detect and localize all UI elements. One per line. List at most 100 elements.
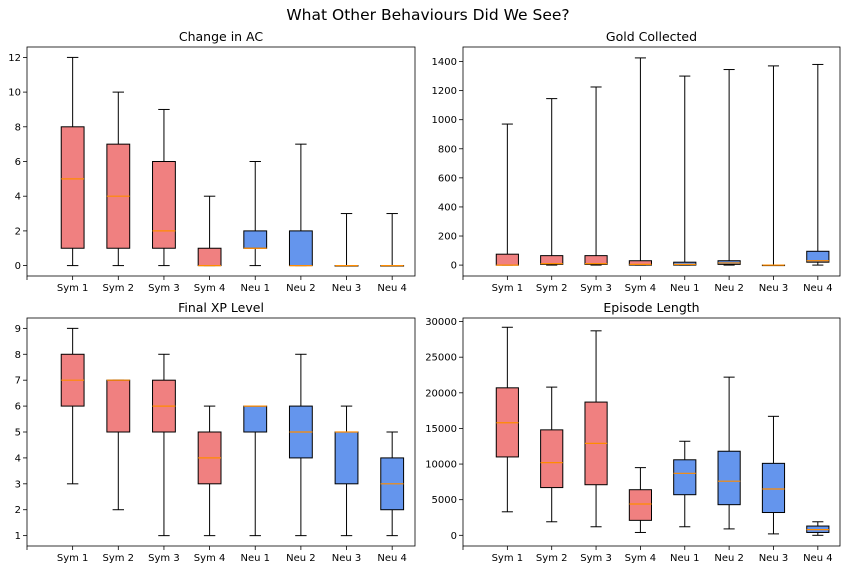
- panel-gold-collected: Gold Collected 0 200 400 600 800 1000 1200 1400 S…: [432, 29, 841, 294]
- y-tick-label: 8: [15, 350, 21, 361]
- axes-frame: [26, 46, 416, 277]
- box-sym-1: [60, 327, 85, 485]
- box-iqr: [60, 126, 85, 249]
- y-tick-label: 1200: [432, 86, 457, 97]
- box-iqr: [806, 250, 830, 263]
- box-sym-4: [197, 195, 222, 267]
- y-tick-label: 12: [8, 53, 21, 64]
- x-tick-label: Neu 2: [714, 553, 744, 564]
- box-neu-4: [380, 431, 405, 537]
- x-tick-label: Sym 4: [625, 283, 657, 294]
- y-tick-label: 10000: [425, 460, 457, 471]
- x-tick-label: Neu 4: [377, 283, 407, 294]
- y-tick-label: 600: [438, 173, 457, 184]
- box-neu-3: [334, 213, 359, 267]
- box-iqr: [243, 405, 268, 433]
- box-sym-1: [495, 123, 519, 266]
- box-iqr: [628, 489, 653, 521]
- y-tick-label: 0: [451, 261, 457, 272]
- y-tick-label: 15000: [425, 424, 457, 435]
- panel-final-xp-level: Final XP Level 1 2 3 4 5 6 7 8 9 Sym 1 Sym 2 Sym 3 Sy…: [15, 300, 416, 564]
- box-sym-4: [628, 57, 653, 266]
- y-tick-label: 200: [438, 232, 457, 243]
- box-neu-3: [334, 405, 359, 537]
- box-neu-2: [717, 376, 741, 530]
- box-neu-1: [243, 405, 268, 537]
- box-iqr: [495, 253, 519, 266]
- x-tick-label: Sym 2: [103, 553, 135, 564]
- y-tick-label: 8: [15, 122, 21, 133]
- x-tick-label: Sym 2: [103, 283, 135, 294]
- box-iqr: [152, 161, 176, 249]
- box-sym-2: [106, 91, 131, 267]
- y-tick-label: 5: [15, 428, 21, 439]
- y-tick-label: 6: [15, 402, 21, 413]
- x-tick-label: Neu 4: [377, 553, 407, 564]
- axes-frame: [26, 317, 416, 547]
- x-tick-label: Neu 1: [240, 283, 270, 294]
- box-iqr: [673, 459, 697, 496]
- y-tick-label: 20000: [425, 388, 457, 399]
- box-sym-4: [197, 405, 222, 537]
- box-neu-1: [243, 161, 268, 267]
- x-tick-label: Sym 4: [194, 283, 226, 294]
- x-tick-label: Neu 4: [803, 553, 833, 564]
- box-neu-1: [673, 440, 697, 528]
- box-neu-4: [806, 521, 830, 536]
- y-tick-label: 5000: [432, 495, 457, 506]
- box-iqr: [334, 431, 359, 485]
- box-iqr: [717, 450, 741, 506]
- panel-title: Episode Length: [603, 300, 699, 315]
- box-sym-3: [584, 330, 608, 528]
- box-sym-3: [152, 108, 176, 267]
- x-tick-label: Neu 2: [286, 553, 316, 564]
- y-tick-label: 6: [15, 157, 21, 168]
- x-tick-label: Neu 2: [714, 283, 744, 294]
- box-neu-1: [673, 75, 697, 266]
- figure-title: What Other Behaviours Did We See?: [286, 6, 569, 24]
- box-iqr: [584, 255, 608, 265]
- box-sym-1: [495, 326, 519, 513]
- x-tick-label: Sym 3: [148, 553, 180, 564]
- x-tick-label: Neu 3: [332, 553, 362, 564]
- box-sym-3: [584, 86, 608, 266]
- x-tick-label: Neu 4: [803, 283, 833, 294]
- box-neu-3: [761, 65, 786, 267]
- box-sym-2: [540, 386, 564, 523]
- box-neu-2: [288, 353, 313, 537]
- axes-frame: [462, 317, 841, 547]
- x-tick-label: Sym 1: [492, 283, 524, 294]
- panel-title: Change in AC: [179, 29, 264, 44]
- panel-change-in-ac: Change in AC 0 2 4 6 8 10 12 Sym 1 Sym 2 Sym 3 Sym …: [8, 29, 416, 294]
- x-tick-label: Sym 1: [492, 553, 524, 564]
- y-tick-label: 25000: [425, 353, 457, 364]
- y-tick-label: 2: [15, 505, 21, 516]
- x-tick-label: Sym 1: [57, 553, 89, 564]
- y-tick-label: 400: [438, 202, 457, 213]
- y-tick-label: 10: [8, 88, 21, 99]
- x-tick-label: Sym 3: [580, 553, 612, 564]
- axes-frame: [462, 46, 841, 277]
- x-tick-label: Neu 1: [670, 283, 700, 294]
- panel-title: Final XP Level: [178, 300, 264, 315]
- x-tick-label: Sym 1: [57, 283, 89, 294]
- y-tick-label: 7: [15, 376, 21, 387]
- y-tick-label: 800: [438, 144, 457, 155]
- x-tick-label: Sym 3: [148, 283, 180, 294]
- box-neu-3: [761, 415, 786, 535]
- y-tick-label: 3: [15, 479, 21, 490]
- box-sym-1: [60, 56, 85, 267]
- box-sym-4: [628, 467, 653, 533]
- y-tick-label: 30000: [425, 317, 457, 328]
- box-iqr: [540, 255, 564, 265]
- x-tick-label: Sym 3: [580, 283, 612, 294]
- panel-episode-length: Episode Length 0 5000 10000 15000 20000 25000 3…: [425, 300, 841, 564]
- box-iqr: [243, 230, 268, 249]
- box-iqr: [673, 261, 697, 266]
- y-tick-label: 9: [15, 324, 21, 335]
- y-tick-label: 0: [451, 531, 457, 542]
- panel-title: Gold Collected: [606, 29, 697, 44]
- box-sym-2: [540, 98, 564, 266]
- x-tick-label: Sym 2: [536, 553, 568, 564]
